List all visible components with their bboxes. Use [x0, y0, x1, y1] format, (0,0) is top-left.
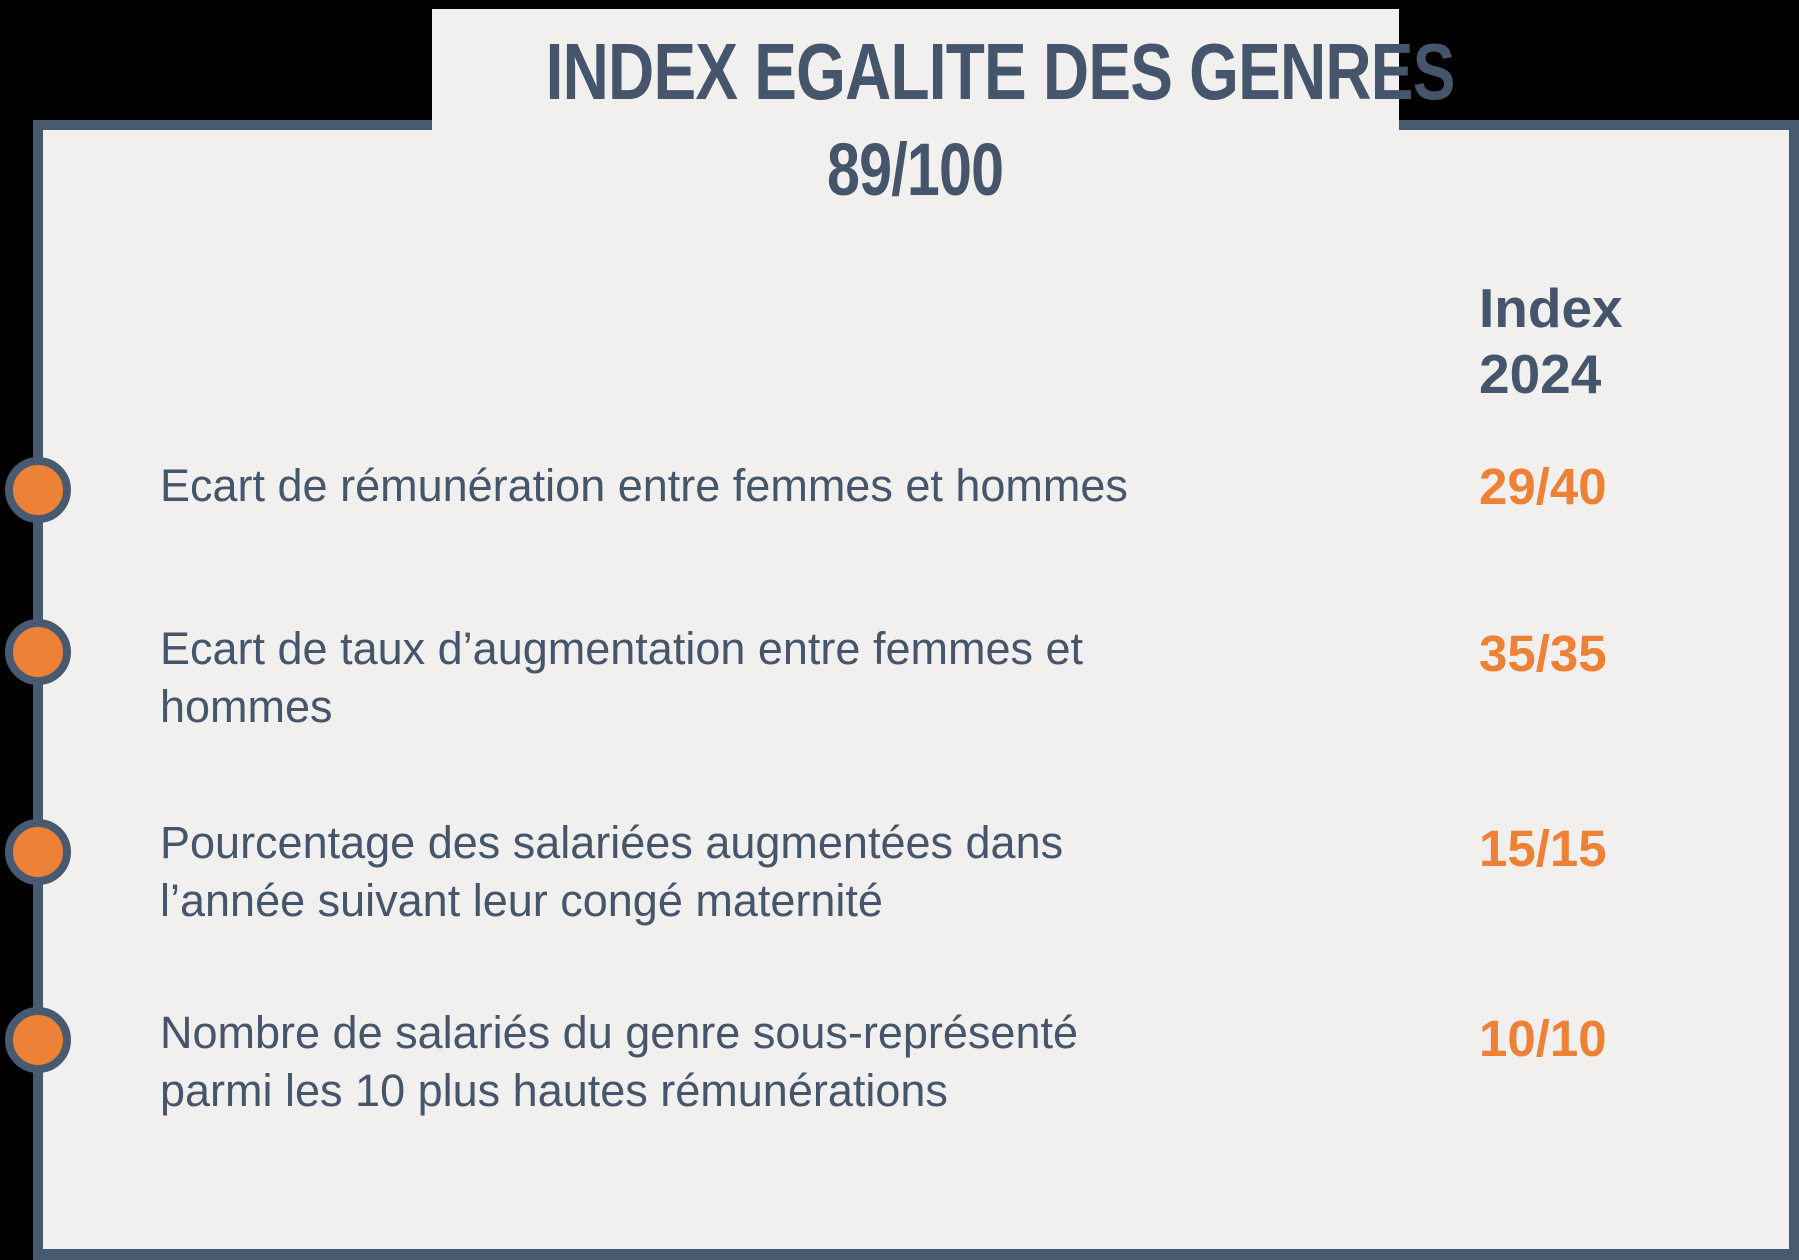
- column-header-index-2024: Index 2024: [1479, 277, 1623, 405]
- index-card: [33, 120, 1799, 1260]
- bullet-dot-icon: [5, 1007, 71, 1073]
- row-value-remuneration: 29/40: [1479, 458, 1607, 515]
- page-title: INDEX EGALITE DES GENRES: [432, 25, 1456, 119]
- row-label-hautes-remunerations: Nombre de salariés du genre sous-représe…: [160, 1007, 1078, 1116]
- bullet-dot-icon: [5, 619, 71, 685]
- row-value-conge-maternite: 15/15: [1479, 820, 1607, 877]
- row-value-augmentation: 35/35: [1479, 625, 1607, 682]
- row-value-hautes-remunerations: 10/10: [1479, 1010, 1607, 1067]
- row-label-augmentation: Ecart de taux d’augmentation entre femme…: [160, 623, 1084, 732]
- overall-score: 89/100: [432, 127, 1399, 213]
- overall-score-text: 89/100: [827, 128, 1004, 211]
- row-label-conge-maternite: Pourcentage des salariées augmentées dan…: [160, 817, 1064, 926]
- row-label-remuneration: Ecart de rémunération entre femmes et ho…: [160, 460, 1128, 511]
- bullet-dot-icon: [5, 819, 71, 885]
- page-title-text: INDEX EGALITE DES GENRES: [545, 27, 1456, 116]
- bullet-dot-icon: [5, 457, 71, 523]
- title-box: INDEX EGALITE DES GENRES 89/100: [432, 9, 1456, 224]
